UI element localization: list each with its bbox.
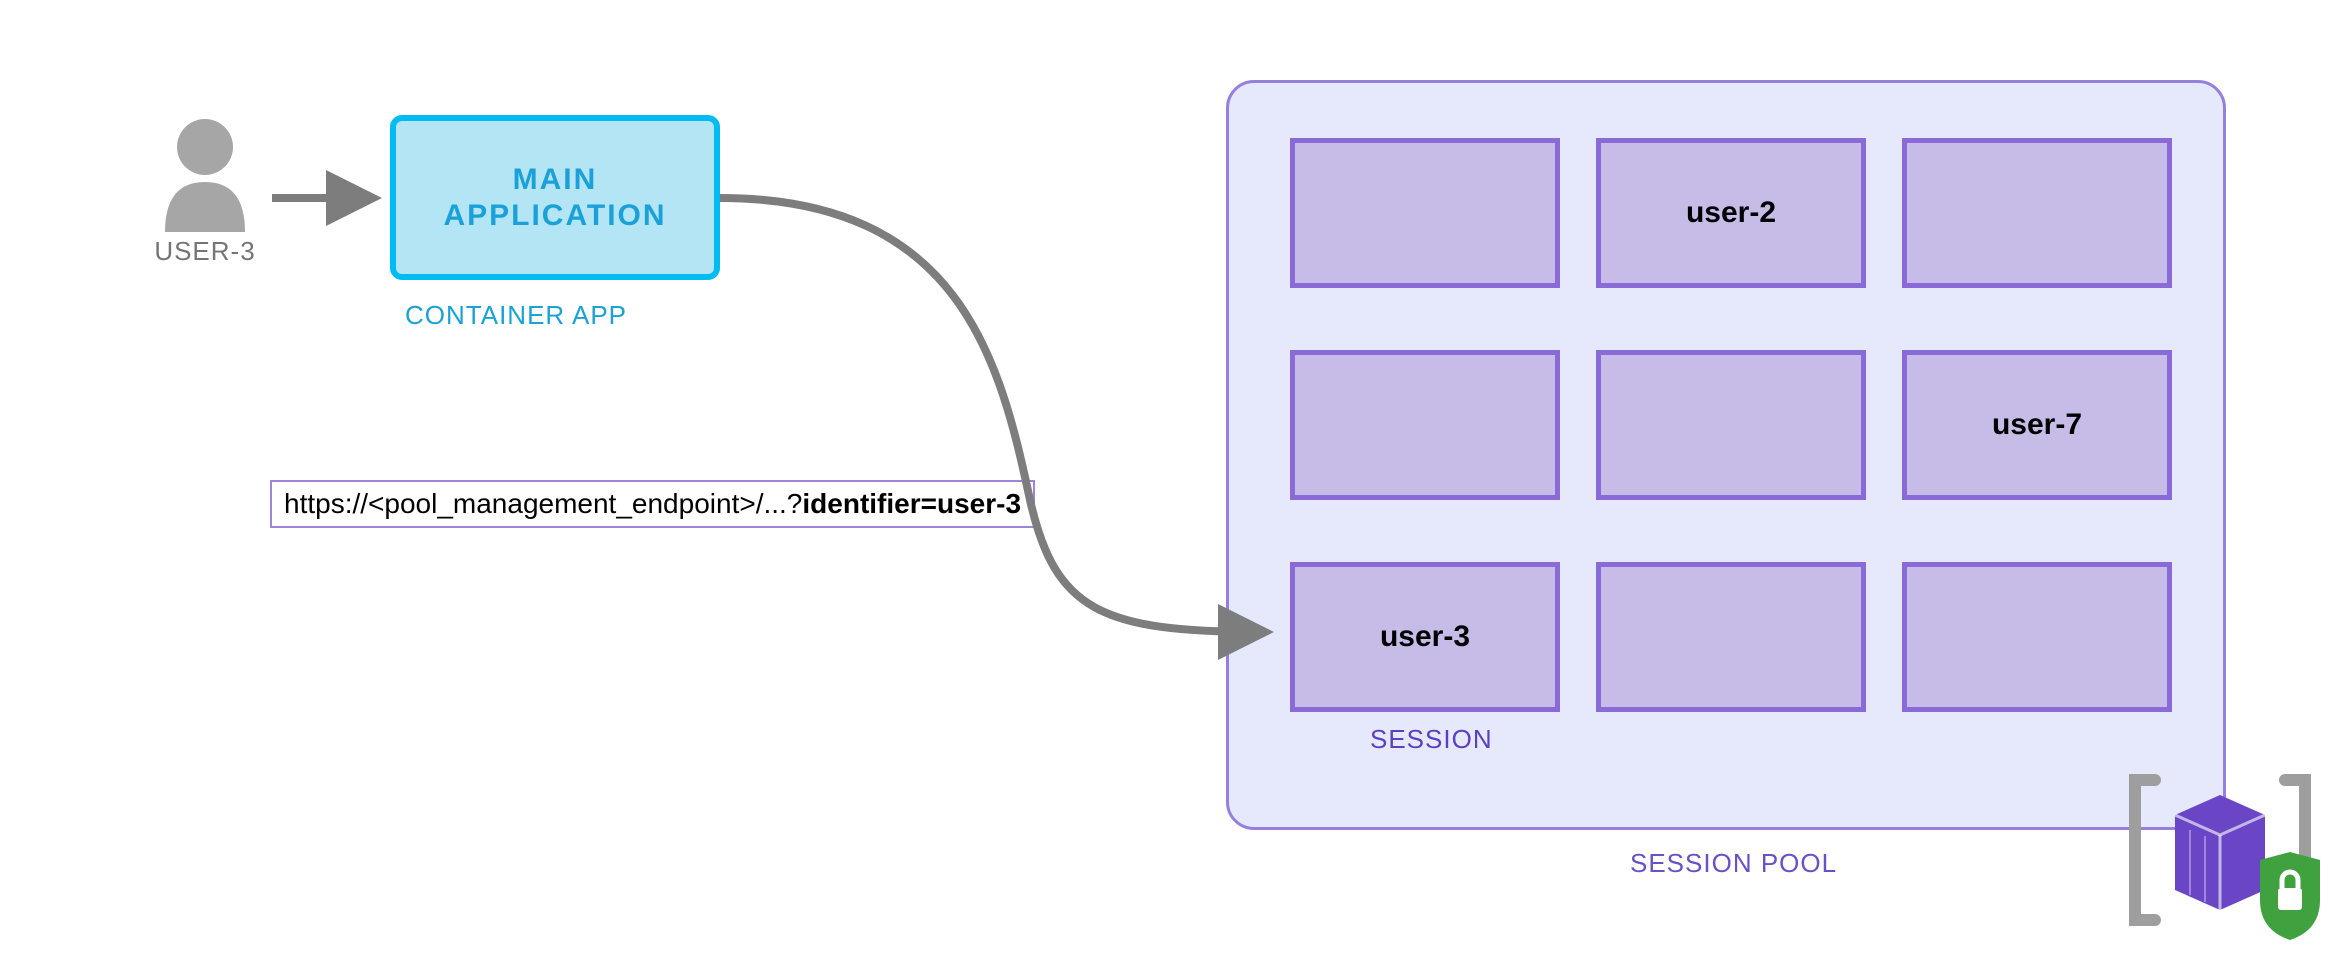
shield-icon <box>2260 852 2320 940</box>
session-box <box>1290 350 1560 500</box>
app-title-line2: APPLICATION <box>443 198 666 234</box>
session-box: user-3 <box>1290 562 1560 712</box>
url-box: https://<pool_management_endpoint>/...?i… <box>270 480 1035 528</box>
url-prefix: https://<pool_management_endpoint>/...? <box>284 488 802 519</box>
session-sublabel: SESSION <box>1370 724 1493 755</box>
session-box <box>1596 562 1866 712</box>
main-application-box: MAIN APPLICATION <box>390 115 720 280</box>
session-grid: user-2 user-7 user-3 <box>1290 138 2170 712</box>
service-icon <box>2120 760 2320 940</box>
session-pool-label: SESSION POOL <box>1630 848 1837 879</box>
container-icon <box>2175 795 2265 910</box>
session-box <box>1596 350 1866 500</box>
app-title-line1: MAIN <box>443 162 666 198</box>
session-box: user-7 <box>1902 350 2172 500</box>
user-icon <box>150 112 260 232</box>
session-box <box>1290 138 1560 288</box>
url-bold: identifier=user-3 <box>802 488 1021 519</box>
user-node: USER-3 <box>150 112 260 267</box>
session-box <box>1902 138 2172 288</box>
session-box: user-2 <box>1596 138 1866 288</box>
diagram-canvas: USER-3 MAIN APPLICATION CONTAINER APP ht… <box>0 0 2332 972</box>
container-app-label: CONTAINER APP <box>405 300 627 331</box>
arrow-app-to-session <box>720 198 1262 632</box>
user-label: USER-3 <box>150 236 260 267</box>
session-box <box>1902 562 2172 712</box>
